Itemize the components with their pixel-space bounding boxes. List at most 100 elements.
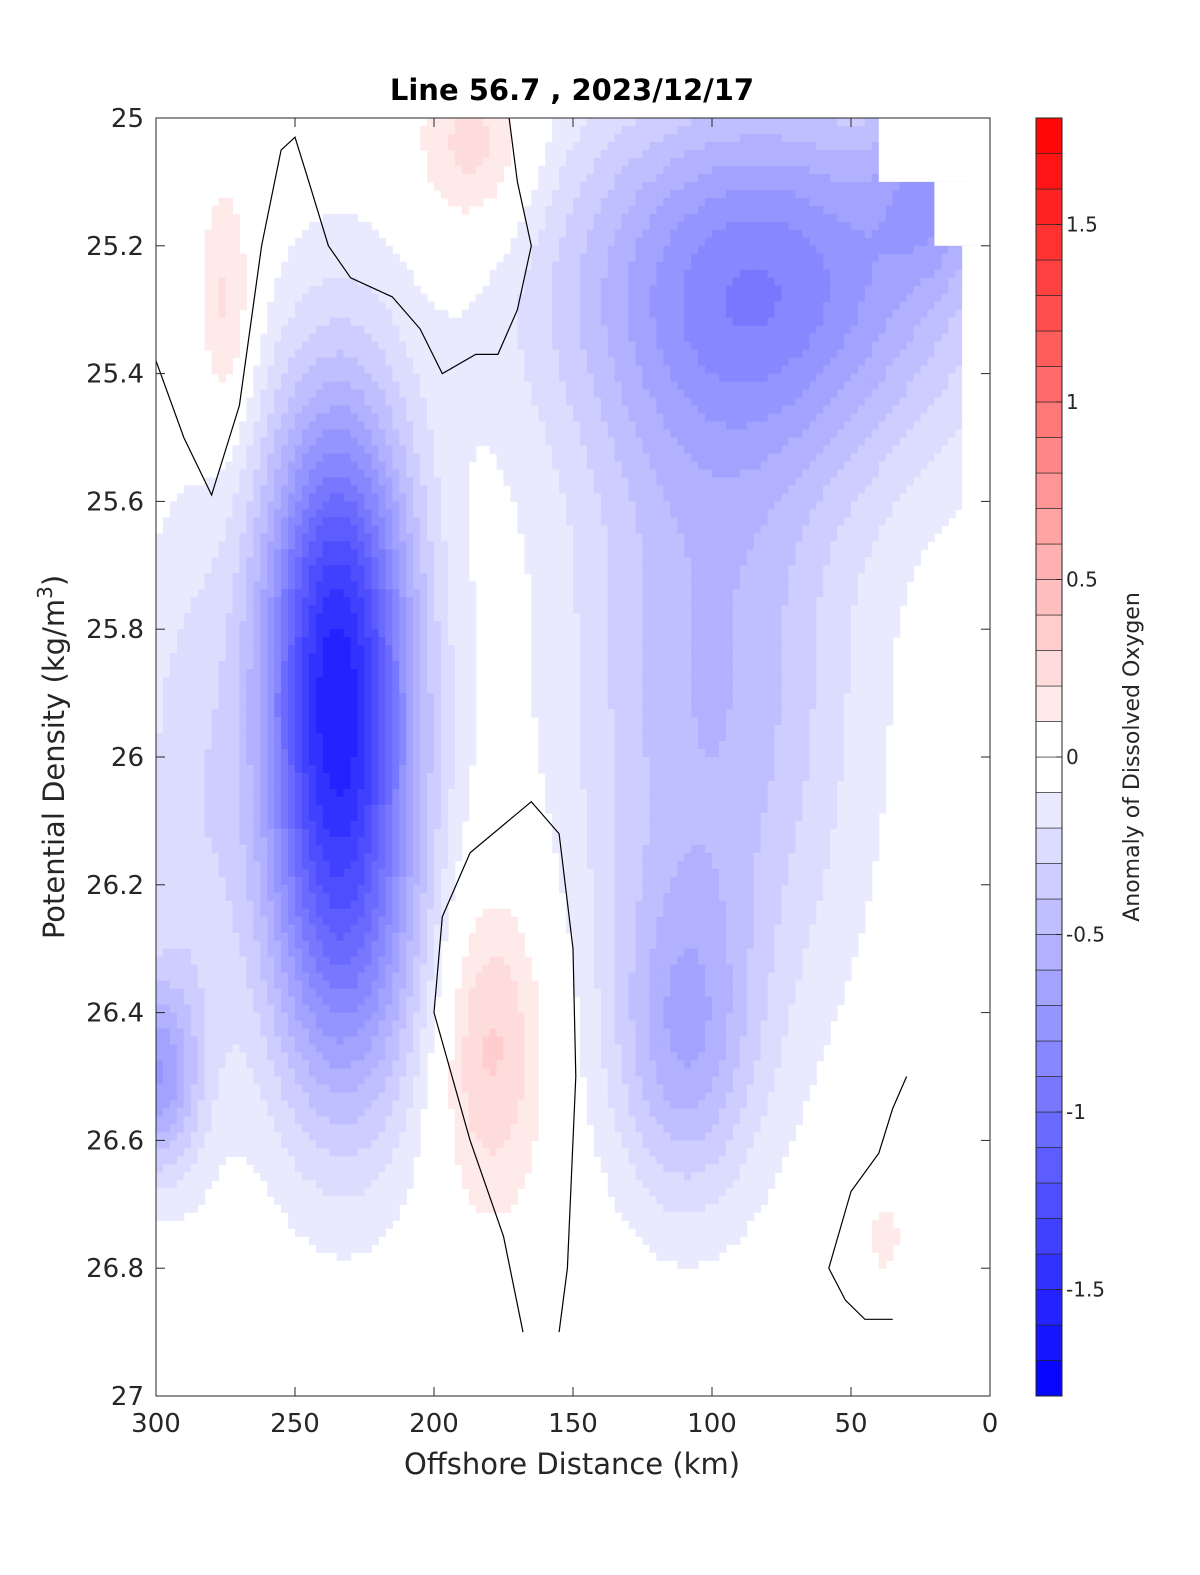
field-cell [600,389,609,399]
field-cell [447,453,456,463]
field-cell [427,133,435,143]
field-cell [357,381,366,391]
field-cell [371,477,379,487]
field-cell [600,253,609,263]
field-cell [406,373,414,383]
field-cell [517,437,525,447]
field-cell [906,405,915,415]
field-cell [322,381,331,391]
field-cell [753,501,762,510]
field-cell [913,421,922,431]
field-cell [857,213,866,223]
field-cell [837,485,845,495]
field-cell [399,341,407,351]
field-cell [698,397,706,407]
field-cell [364,461,373,471]
field-cell [343,405,352,415]
field-cell [948,381,956,391]
field-cell [399,301,407,311]
field-cell [788,477,796,487]
field-cell [927,301,935,311]
field-cell [600,237,609,247]
field-cell [614,365,623,375]
field-cell [579,125,588,135]
field-cell [878,485,887,495]
field-cell [795,341,803,351]
field-cell [538,413,546,423]
field-cell [656,493,664,502]
field-cell [885,189,894,199]
field-cell [274,445,282,455]
field-cell [461,157,470,167]
field-cell [301,229,310,239]
field-cell [781,341,790,351]
field-cell [670,381,678,391]
field-cell [559,293,567,303]
field-cell [531,357,539,367]
field-cell [857,373,866,383]
field-cell [315,389,324,399]
field-cell [698,133,706,143]
field-cell [315,445,324,455]
field-cell [420,325,428,335]
field-cell [753,205,762,215]
field-cell [802,437,810,447]
field-cell [350,253,359,263]
field-cell [725,389,734,399]
field-cell [851,277,859,287]
field-cell [802,389,810,399]
field-cell [656,445,664,455]
field-cell [781,365,790,375]
field-cell [593,525,602,534]
field-cell [385,333,393,343]
field-cell [837,253,845,263]
field-cell [545,293,553,303]
field-cell [496,461,505,471]
field-cell [434,181,442,191]
field-cell [767,389,776,399]
field-cell [809,141,817,151]
field-cell [725,485,734,495]
field-cell [440,341,449,351]
field-cell [948,269,956,279]
field-cell [899,349,908,359]
field-cell [864,118,873,127]
field-cell [545,237,553,247]
field-cell [802,405,810,415]
field-cell [795,165,803,175]
field-cell [718,477,727,487]
field-cell [308,437,317,447]
field-cell [906,501,915,510]
field-cell [781,397,790,407]
field-cell [857,413,866,423]
field-cell [718,509,727,518]
field-cell [593,445,602,455]
field-cell [760,445,769,455]
field-cell [315,253,324,263]
field-cell [892,197,901,207]
field-cell [878,509,887,518]
field-cell [934,341,942,351]
field-cell [774,437,783,447]
field-cell [725,125,734,135]
field-cell [670,165,678,175]
field-cell [705,493,713,502]
field-cell [559,181,567,191]
field-cell [823,349,831,359]
field-cell [406,317,414,327]
field-cell [607,461,616,471]
field-cell [524,381,532,391]
field-cell [566,118,574,127]
field-cell [552,373,560,383]
field-cell [670,149,678,159]
field-cell [635,221,644,231]
field-cell [851,293,859,303]
field-cell [579,525,588,534]
field-cell [677,189,685,199]
field-cell [781,437,790,447]
field-cell [204,517,213,526]
field-cell [857,405,866,415]
field-cell [392,445,400,455]
field-cell [579,213,588,223]
field-cell [239,509,247,518]
